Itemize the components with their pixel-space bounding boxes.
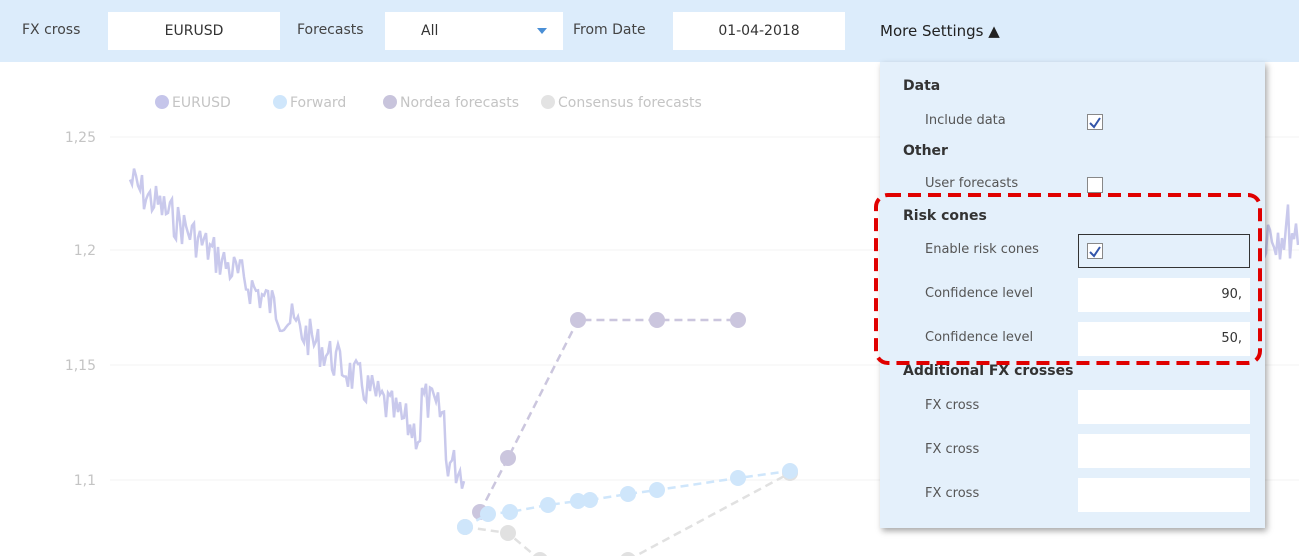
y-tick-label: 1,25 xyxy=(65,130,96,146)
checkbox[interactable] xyxy=(1087,243,1103,259)
nordea-line-point xyxy=(500,450,516,466)
forward-line-point xyxy=(582,492,598,508)
section-title: Additional FX crosses xyxy=(903,363,1074,379)
setting-label: Include data xyxy=(925,113,1006,128)
setting-label: Enable risk cones xyxy=(925,242,1039,257)
nordea-line-point xyxy=(570,312,586,328)
date-input[interactable]: 01-04-2018 xyxy=(673,12,845,50)
consensus-line xyxy=(632,471,791,556)
text-input[interactable] xyxy=(1078,434,1250,468)
nordea-line-point xyxy=(649,312,665,328)
forward-line-point xyxy=(502,504,518,520)
check-mark xyxy=(1089,246,1101,258)
forecasts-dropdown[interactable]: All xyxy=(385,12,563,50)
setting-label: User forecasts xyxy=(925,176,1019,191)
focus-outline xyxy=(1078,234,1250,268)
check-mark xyxy=(1089,117,1101,129)
section-title: Data xyxy=(903,78,941,94)
legend-marker xyxy=(155,95,169,109)
setting-label: FX cross xyxy=(925,442,980,457)
setting-label: FX cross xyxy=(925,486,980,501)
setting-label: Confidence level xyxy=(925,330,1034,345)
forward-line-point xyxy=(782,463,798,479)
legend-label: Consensus forecasts xyxy=(558,95,702,111)
y-tick-label: 1,1 xyxy=(74,473,96,489)
forward-line-point xyxy=(649,482,665,498)
consensus-line-point xyxy=(500,525,516,541)
section-title: Risk cones xyxy=(903,208,987,224)
dropdown-value: All xyxy=(421,23,439,39)
forward-line-point xyxy=(730,470,746,486)
setting-label: FX cross xyxy=(925,398,980,413)
text-input[interactable]: 90, xyxy=(1078,278,1250,312)
legend-label: Nordea forecasts xyxy=(400,95,519,111)
checkbox[interactable] xyxy=(1087,177,1103,193)
toolbar: FX cross EURUSD Forecasts All From Date … xyxy=(0,0,1299,62)
fx-cross-input[interactable]: EURUSD xyxy=(108,12,280,50)
legend-marker xyxy=(383,95,397,109)
checkbox[interactable] xyxy=(1087,114,1103,130)
eurusd-line xyxy=(1260,204,1299,260)
text-input[interactable] xyxy=(1078,478,1250,512)
text-input[interactable]: 50, xyxy=(1078,322,1250,356)
forward-line-point xyxy=(540,497,556,513)
consensus-line-point xyxy=(621,552,635,556)
settings-panel: Data Include data Other User forecasts Risk … xyxy=(880,62,1265,528)
legend-label: Forward xyxy=(290,95,346,111)
label: Forecasts xyxy=(297,22,364,38)
eurusd-line xyxy=(128,168,466,489)
forward-line-point xyxy=(480,506,496,522)
forward-line-point xyxy=(570,493,586,509)
forward-line-point xyxy=(620,486,636,502)
legend-label: EURUSD xyxy=(172,95,231,111)
text-input[interactable] xyxy=(1078,390,1250,424)
more-settings-button[interactable]: More Settings ▲ xyxy=(880,22,1000,40)
label: FX cross xyxy=(22,22,81,38)
setting-label: Confidence level xyxy=(925,286,1034,301)
legend-marker xyxy=(273,95,287,109)
forward-line-point xyxy=(457,519,473,535)
y-tick-label: 1,15 xyxy=(65,358,96,374)
nordea-line-point xyxy=(730,312,746,328)
y-tick-label: 1,2 xyxy=(74,243,96,259)
consensus-line-point xyxy=(533,552,547,556)
section-title: Other xyxy=(903,143,948,159)
dropdown-arrow xyxy=(537,28,547,34)
legend-marker xyxy=(541,95,555,109)
label: From Date xyxy=(573,22,646,38)
